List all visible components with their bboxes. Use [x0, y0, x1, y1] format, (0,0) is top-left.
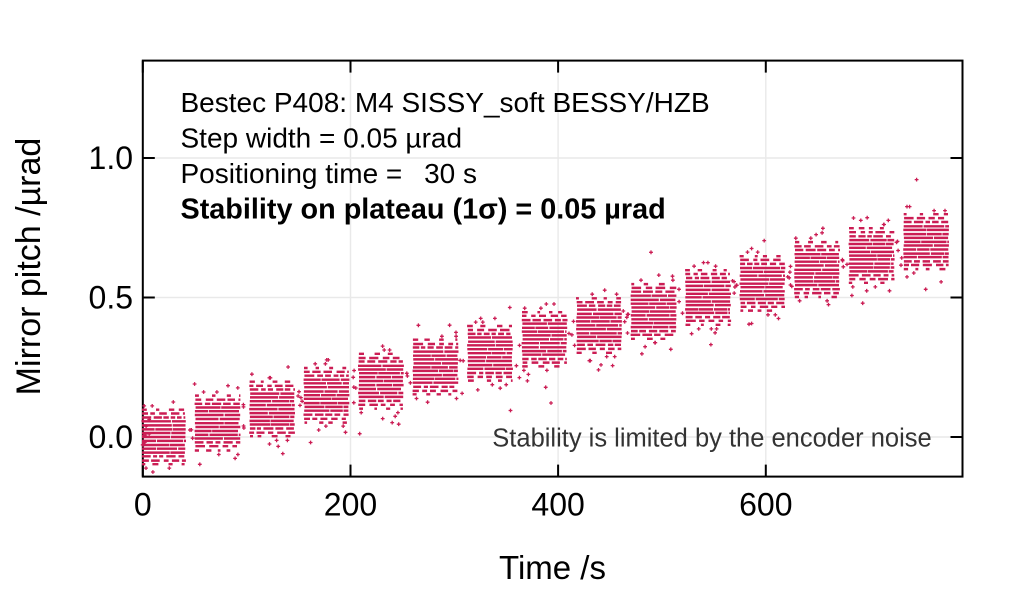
svg-text:0: 0 — [134, 487, 152, 523]
svg-text:1.0: 1.0 — [89, 140, 133, 176]
svg-text:0.0: 0.0 — [89, 419, 133, 455]
svg-text:400: 400 — [531, 487, 584, 523]
svg-text:200: 200 — [324, 487, 377, 523]
svg-text:Positioning time = 30 s: Positioning time = 30 s — [181, 158, 478, 189]
svg-text:Mirror pitch /µrad: Mirror pitch /µrad — [10, 138, 48, 396]
svg-text:Bestec P408: M4 SISSY_soft BES: Bestec P408: M4 SISSY_soft BESSY/HZB — [181, 87, 710, 118]
svg-text:Stability is limited by the en: Stability is limited by the encoder nois… — [492, 424, 931, 452]
svg-text:Time /s: Time /s — [499, 549, 606, 586]
svg-text:Step width = 0.05 µrad: Step width = 0.05 µrad — [181, 123, 463, 154]
svg-text:0.5: 0.5 — [89, 280, 133, 316]
svg-text:600: 600 — [739, 487, 792, 523]
svg-text:Stability on plateau (1σ) = 0.: Stability on plateau (1σ) = 0.05 µrad — [181, 193, 666, 225]
